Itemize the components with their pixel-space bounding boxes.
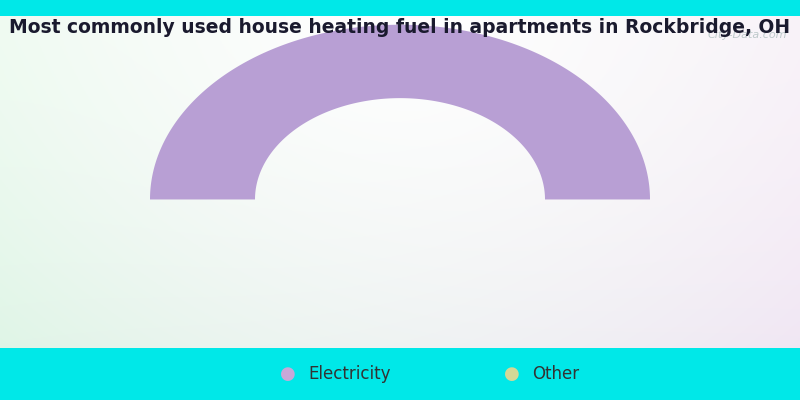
Polygon shape: [150, 25, 650, 200]
Text: Most commonly used house heating fuel in apartments in Rockbridge, OH: Most commonly used house heating fuel in…: [10, 18, 790, 37]
Text: Other: Other: [532, 365, 579, 383]
Text: Electricity: Electricity: [308, 365, 390, 383]
Text: City-Data.com: City-Data.com: [708, 30, 787, 40]
Text: ●: ●: [280, 365, 296, 383]
Text: ●: ●: [504, 365, 520, 383]
